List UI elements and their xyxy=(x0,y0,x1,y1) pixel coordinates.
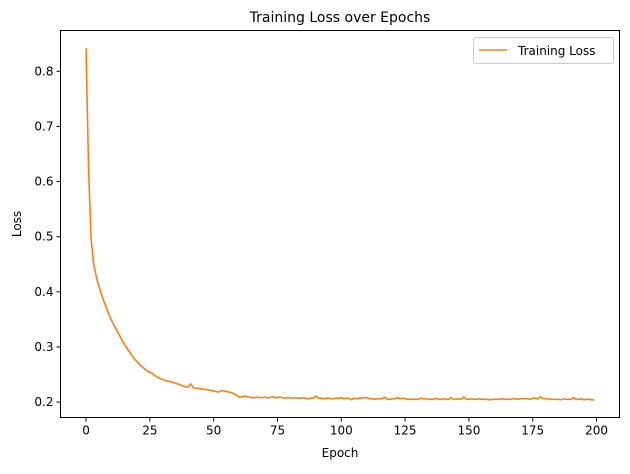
y-tick-label: 0.7 xyxy=(34,119,53,133)
x-tick-label: 50 xyxy=(206,424,221,438)
x-tick-label: 150 xyxy=(457,424,480,438)
legend: Training Loss xyxy=(473,37,614,64)
x-tick-label: 175 xyxy=(521,424,544,438)
y-tick-label: 0.4 xyxy=(34,285,53,299)
y-tick-label: 0.8 xyxy=(34,64,53,78)
y-tick-label: 0.6 xyxy=(34,175,53,189)
x-axis-label: Epoch xyxy=(322,446,359,460)
training-loss-line xyxy=(85,48,594,401)
x-tick-label: 0 xyxy=(82,424,90,438)
x-tick-label: 25 xyxy=(142,424,157,438)
y-tick-label: 0.3 xyxy=(34,340,53,354)
legend-label-training-loss: Training Loss xyxy=(517,44,595,58)
x-tick-label: 200 xyxy=(585,424,608,438)
y-tick-label: 0.2 xyxy=(34,395,53,409)
x-axis: 0 25 50 75 100 125 150 175 200 xyxy=(82,417,608,438)
x-tick-label: 100 xyxy=(330,424,353,438)
x-tick-label: 125 xyxy=(394,424,417,438)
y-axis: 0.2 0.3 0.4 0.5 0.6 0.7 0.8 xyxy=(34,64,61,409)
chart-title: Training Loss over Epochs xyxy=(249,10,431,26)
x-tick-label: 75 xyxy=(270,424,285,438)
y-tick-label: 0.5 xyxy=(34,230,53,244)
y-axis-label: Loss xyxy=(10,211,24,237)
plot-frame xyxy=(60,30,620,418)
legend-box xyxy=(473,37,614,64)
